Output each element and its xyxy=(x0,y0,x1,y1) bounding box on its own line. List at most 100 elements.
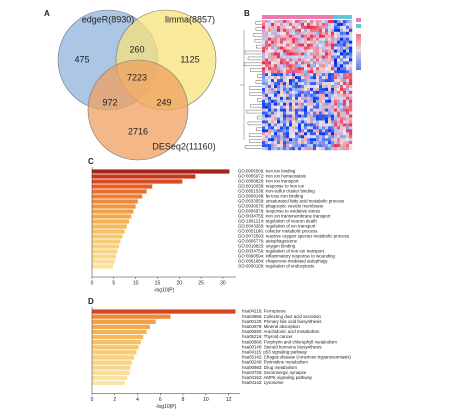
heat-cell xyxy=(262,31,266,35)
legend-scale xyxy=(356,67,361,70)
heat-cell xyxy=(280,135,284,139)
heat-cell xyxy=(316,31,320,35)
heat-cell xyxy=(292,108,296,112)
heat-cell xyxy=(268,67,272,71)
heat-cell xyxy=(310,144,314,148)
heat-cell xyxy=(265,20,269,24)
heat-cell xyxy=(277,90,281,95)
heat-cell xyxy=(286,141,290,145)
heat-cell xyxy=(271,114,275,118)
heat-cell xyxy=(349,43,353,47)
set-label: limma(8857) xyxy=(165,14,215,24)
heat-cell xyxy=(304,37,308,41)
heat-cell xyxy=(298,73,302,77)
heat-cell xyxy=(328,102,332,106)
heat-cell xyxy=(283,123,287,127)
bar xyxy=(92,179,183,184)
group-bar xyxy=(307,15,310,19)
heat-cell xyxy=(307,37,311,41)
heat-cell xyxy=(301,82,305,86)
heat-cell xyxy=(310,111,314,115)
heat-cell xyxy=(283,61,287,65)
heat-cell xyxy=(304,105,308,109)
heat-cell xyxy=(310,132,314,136)
heat-cell xyxy=(274,108,278,112)
heat-cell xyxy=(265,73,269,77)
heat-cell xyxy=(277,37,281,41)
heat-cell xyxy=(328,93,332,98)
heat-cell xyxy=(331,46,335,50)
heat-cell xyxy=(331,108,335,112)
heat-cell xyxy=(301,37,305,41)
heat-cell xyxy=(292,43,296,47)
category-label: GO:0043269: regulation of ion transport xyxy=(238,224,316,229)
heat-cell xyxy=(280,58,284,62)
group-bar xyxy=(277,15,280,19)
heat-cell xyxy=(325,25,329,30)
heat-cell xyxy=(265,34,269,38)
heat-cell xyxy=(304,117,308,121)
heat-cell xyxy=(319,43,323,47)
heat-cell xyxy=(313,90,317,95)
heat-cell xyxy=(328,144,332,148)
heat-cell xyxy=(286,85,290,89)
heat-cell xyxy=(289,138,293,142)
heat-cell xyxy=(307,144,311,148)
heat-cell xyxy=(262,58,266,62)
bar xyxy=(92,244,120,249)
heat-cell xyxy=(349,49,353,53)
heat-cell xyxy=(277,96,281,100)
heat-cell xyxy=(286,90,290,95)
heat-cell xyxy=(319,141,323,145)
bar xyxy=(92,249,118,254)
heat-cell xyxy=(316,20,320,24)
heat-cell xyxy=(319,34,323,38)
heat-cell xyxy=(283,55,287,59)
heat-cell xyxy=(331,90,335,95)
heat-cell xyxy=(262,135,266,139)
heat-cell xyxy=(334,76,338,80)
heat-cell xyxy=(313,46,317,50)
heat-cell xyxy=(295,87,299,92)
heat-cell xyxy=(295,138,299,142)
heat-cell xyxy=(271,20,275,24)
heat-cell xyxy=(268,111,272,115)
heat-cell xyxy=(331,93,335,98)
dendrogram-branch xyxy=(257,98,262,102)
heat-cell xyxy=(313,144,317,148)
heat-cell xyxy=(283,93,287,98)
heat-cell xyxy=(328,141,332,145)
bar xyxy=(92,189,147,194)
heat-cell xyxy=(343,108,347,112)
heat-cell xyxy=(274,87,278,92)
heat-cell xyxy=(343,111,347,115)
heat-cell xyxy=(340,52,344,56)
heat-cell xyxy=(346,93,350,98)
heat-cell xyxy=(307,34,311,38)
category-label: GO:0051186: cofactor metabolic process xyxy=(238,229,318,234)
heat-cell xyxy=(340,114,344,118)
heat-cell xyxy=(346,87,350,92)
heat-cell xyxy=(343,85,347,89)
heat-cell xyxy=(289,73,293,77)
heat-cell xyxy=(349,82,353,86)
heat-cell xyxy=(295,49,299,53)
heat-cell xyxy=(286,132,290,136)
bar xyxy=(92,340,141,345)
heat-cell xyxy=(280,111,284,115)
heat-cell xyxy=(304,34,308,38)
heat-cell xyxy=(343,20,347,24)
heat-cell xyxy=(286,43,290,47)
heat-cell xyxy=(289,28,293,33)
heat-cell xyxy=(280,28,284,33)
heat-cell xyxy=(295,111,299,115)
dendrogram-branch xyxy=(256,127,262,131)
heat-cell xyxy=(295,28,299,33)
heat-cell xyxy=(322,96,326,100)
group-bar xyxy=(289,15,292,19)
group-bar xyxy=(337,15,340,19)
heat-cell xyxy=(265,99,269,103)
heat-cell xyxy=(295,126,299,130)
heat-cell xyxy=(328,90,332,95)
heat-cell xyxy=(304,28,308,33)
